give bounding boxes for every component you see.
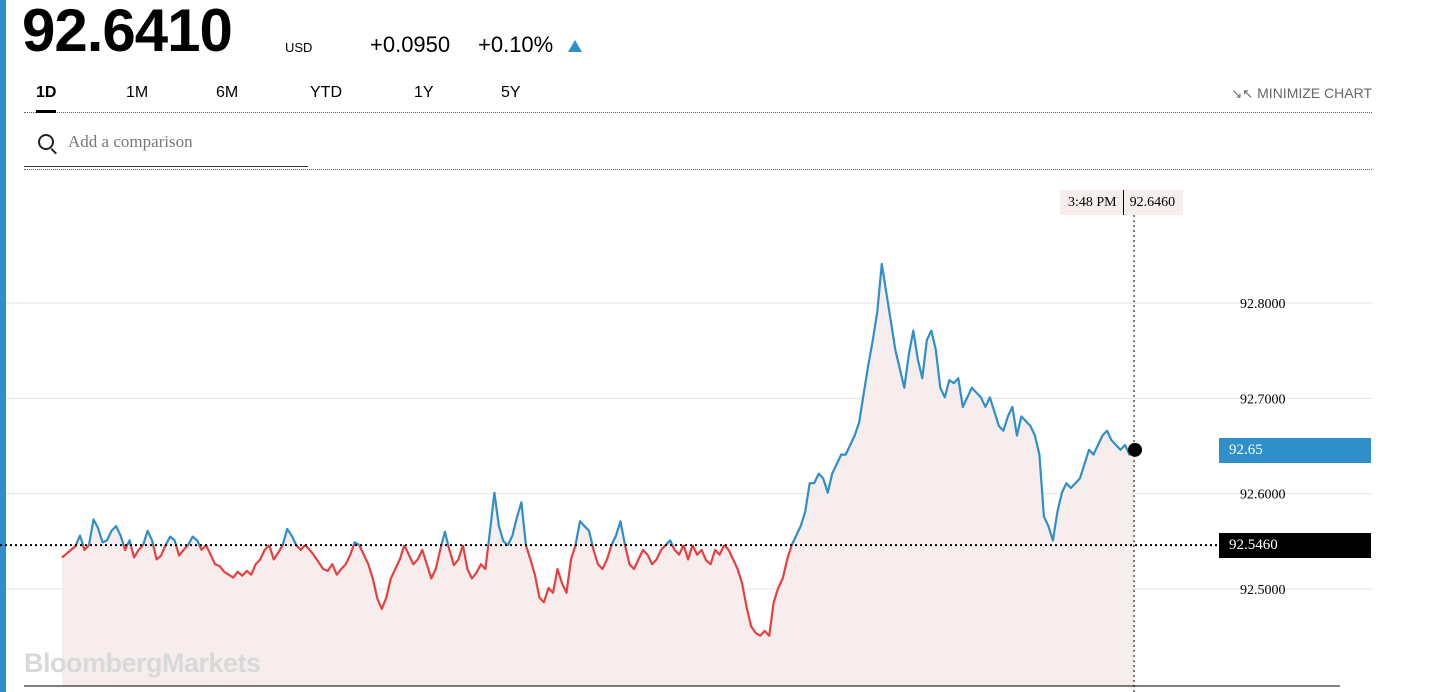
comparison-search-input[interactable] [66,128,300,156]
line-segment-down-16 [268,544,284,561]
y-tick-label-2: 92.6000 [1240,488,1286,503]
line-segment-down-10 [174,544,189,557]
tooltip-value: 92.6460 [1129,195,1176,210]
minimize-chart-label: MINIMIZE CHART [1257,85,1372,101]
line-segment-up-5 [126,539,132,546]
line-segment-down-36 [671,544,685,556]
price-value: 92.6410 [22,0,233,64]
line-segment-down-22 [358,544,406,611]
line-segment-up-11 [187,535,201,546]
line-segment-down-6 [129,544,144,559]
line-segment-up-33 [610,520,627,546]
tab-5y[interactable]: 5Y [501,84,521,101]
line-segment-down-24 [403,544,443,580]
line-segment-down-20 [304,544,355,576]
line-segment-up-17 [281,527,298,546]
line-segment-down-14 [205,544,271,579]
line-segment-up-21 [352,541,360,547]
line-segment-down-38 [682,544,694,561]
line-segment-up-1 [74,534,85,546]
line-segment-down-42 [723,544,793,637]
line-segment-up-29 [487,491,527,547]
bloomberg-markets-logo: BloombergMarkets [24,648,261,678]
price-change-percent: +0.10% [478,32,554,57]
line-segment-down-12 [198,544,207,552]
line-segment-up-31 [574,520,594,546]
line-segment-down-34 [623,544,667,571]
tab-6m[interactable]: 6M [216,84,239,101]
timeframe-tabs: 1D 1M 6M YTD 1Y 5Y ↘↖ MINIMIZE CHART [24,82,1372,113]
up-arrow-icon [568,40,582,52]
price-area-fill [62,263,1134,686]
minimize-icon: ↘↖ [1231,86,1254,101]
accent-bar [0,0,6,692]
line-segment-down-26 [447,544,464,567]
line-segment-up-25 [440,530,450,546]
line-segment-up-35 [664,539,674,546]
minimize-chart-button[interactable]: ↘↖ MINIMIZE CHART [1231,85,1372,102]
price-change: +0.0950 [370,32,451,57]
line-segment-up-43 [790,262,1135,546]
previous-close-badge: 92.5460 [1219,533,1371,559]
line-segment-down-40 [691,544,726,566]
tab-1m[interactable]: 1M [126,84,149,101]
line-segment-up-7 [142,529,155,546]
last-price-point [1128,442,1142,457]
y-tick-label-3: 92.5000 [1240,583,1286,598]
crosshair-tooltip: 3:48 PM 92.6460 [1060,190,1184,215]
line-segment-down-30 [524,544,577,604]
line-segment-up-3 [87,518,125,546]
tooltip-separator [1122,190,1124,215]
chart-top-divider [24,169,1372,170]
tooltip-time: 3:48 PM [1068,195,1117,210]
tab-ytd[interactable]: YTD [310,84,342,101]
y-tick-label-0: 92.8000 [1240,297,1286,312]
line-segment-down-28 [461,544,490,580]
tab-1y[interactable]: 1Y [414,84,434,101]
current-price-badge: 92.65 [1219,437,1371,463]
line-segment-down-32 [591,544,613,571]
line-segment-down-4 [122,544,129,552]
line-segment-down-18 [295,544,307,552]
tab-1d[interactable]: 1D [36,82,57,113]
line-segment-up-9 [164,535,178,546]
y-axis-ticks: 92.8000 92.7000 92.6000 92.5000 [1240,297,1286,598]
price-line [61,262,1135,637]
currency-label: USD [285,40,313,55]
y-tick-label-1: 92.7000 [1240,392,1286,407]
search-icon [38,134,54,150]
comparison-search [24,122,308,167]
line-segment-down-8 [152,544,167,561]
line-segment-down-2 [81,544,90,552]
